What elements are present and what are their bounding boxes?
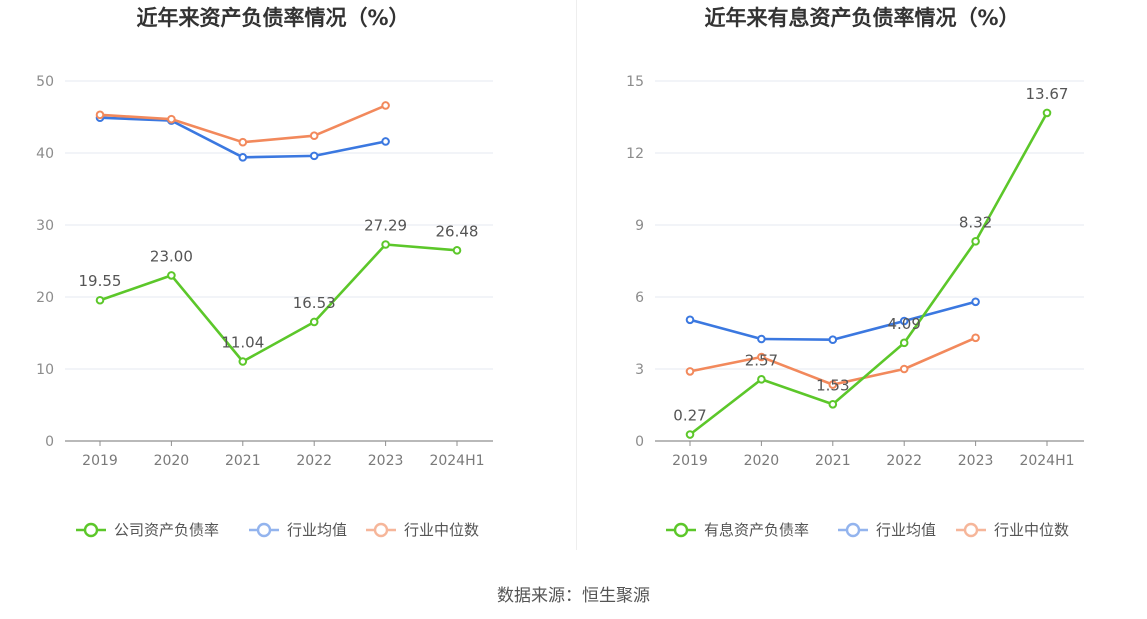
y-tick-label: 10 xyxy=(36,362,54,378)
data-point xyxy=(828,399,838,409)
data-point xyxy=(828,380,838,389)
data-point xyxy=(95,110,105,120)
y-tick-label: 9 xyxy=(635,218,644,234)
data-point xyxy=(899,364,909,374)
legend-label[interactable]: 行业均值 xyxy=(876,521,936,539)
data-point xyxy=(757,375,766,384)
data-point xyxy=(685,430,695,439)
legend-label[interactable]: 行业中位数 xyxy=(994,521,1069,539)
x-tick-label: 2020 xyxy=(744,453,780,469)
x-tick-label: 2023 xyxy=(958,453,994,469)
data-point xyxy=(757,334,766,344)
legend-label[interactable]: 公司资产负债率 xyxy=(114,521,219,539)
data-point xyxy=(309,317,319,327)
data-label: 0.27 xyxy=(673,407,706,425)
x-tick-label: 2019 xyxy=(82,453,118,469)
data-point xyxy=(685,367,695,376)
data-point xyxy=(899,316,909,326)
legend-swatch-marker[interactable] xyxy=(83,522,99,538)
x-tick-label: 2022 xyxy=(296,453,332,469)
data-point xyxy=(309,131,319,141)
legend-swatch-marker[interactable] xyxy=(963,522,979,538)
data-point xyxy=(971,237,980,246)
x-tick-label: 2022 xyxy=(886,453,922,469)
y-tick-label: 15 xyxy=(626,74,644,90)
data-point xyxy=(1042,108,1052,118)
data-point xyxy=(971,297,980,307)
data-label: 26.48 xyxy=(436,222,479,240)
data-point xyxy=(381,137,390,146)
x-tick-label: 2024H1 xyxy=(429,453,484,469)
data-label: 8.32 xyxy=(959,213,992,231)
data-point xyxy=(238,137,248,147)
chart-title: 近年来有息资产负债率情况（%） xyxy=(704,6,1019,30)
data-point xyxy=(899,338,909,348)
x-tick-label: 2020 xyxy=(154,453,190,469)
y-tick-label: 20 xyxy=(36,290,54,306)
data-point xyxy=(828,335,838,345)
data-point xyxy=(309,151,319,161)
data-point xyxy=(95,295,105,305)
data-source: 数据来源：恒生聚源 xyxy=(497,586,650,606)
x-tick-label: 2021 xyxy=(815,453,851,469)
y-tick-label: 6 xyxy=(635,290,644,306)
data-label: 16.53 xyxy=(293,294,336,312)
legend-swatch-marker[interactable] xyxy=(256,522,272,538)
data-point xyxy=(238,153,248,162)
data-label: 27.29 xyxy=(364,217,407,235)
y-tick-label: 3 xyxy=(635,362,644,378)
data-point xyxy=(381,240,390,249)
data-point xyxy=(381,101,390,110)
data-label: 13.67 xyxy=(1026,85,1069,103)
series-line xyxy=(689,112,1049,436)
x-tick-label: 2021 xyxy=(225,453,261,469)
y-tick-label: 0 xyxy=(635,434,644,450)
data-point xyxy=(167,271,176,280)
data-point xyxy=(238,357,248,366)
data-label: 4.09 xyxy=(887,315,920,333)
y-tick-label: 0 xyxy=(45,434,54,450)
data-label: 11.04 xyxy=(221,334,264,352)
legend-label[interactable]: 行业中位数 xyxy=(404,521,479,539)
series-line xyxy=(99,243,458,363)
y-tick-label: 40 xyxy=(36,146,54,162)
y-tick-label: 30 xyxy=(36,218,54,234)
data-label: 2.57 xyxy=(745,351,778,369)
data-point xyxy=(757,352,766,362)
chart-title: 近年来资产负债率情况（%） xyxy=(136,6,409,30)
legend-label[interactable]: 有息资产负债率 xyxy=(704,521,809,539)
data-label: 23.00 xyxy=(150,247,193,265)
x-tick-label: 2019 xyxy=(672,453,708,469)
data-point xyxy=(452,246,462,255)
x-tick-label: 2024H1 xyxy=(1019,453,1074,469)
panel-divider xyxy=(576,0,577,550)
data-label: 1.53 xyxy=(816,376,849,394)
series-line xyxy=(689,300,976,342)
legend-swatch-marker[interactable] xyxy=(845,522,861,538)
legend-swatch-marker[interactable] xyxy=(673,522,689,538)
x-tick-label: 2023 xyxy=(368,453,404,469)
series-line xyxy=(99,104,387,144)
y-tick-label: 12 xyxy=(626,146,644,162)
data-point xyxy=(971,333,980,343)
data-point xyxy=(685,315,695,325)
legend-swatch-marker[interactable] xyxy=(373,522,389,538)
data-point xyxy=(167,114,176,124)
data-label: 19.55 xyxy=(79,272,122,290)
legend-label[interactable]: 行业均值 xyxy=(287,521,347,539)
y-tick-label: 50 xyxy=(36,74,54,90)
